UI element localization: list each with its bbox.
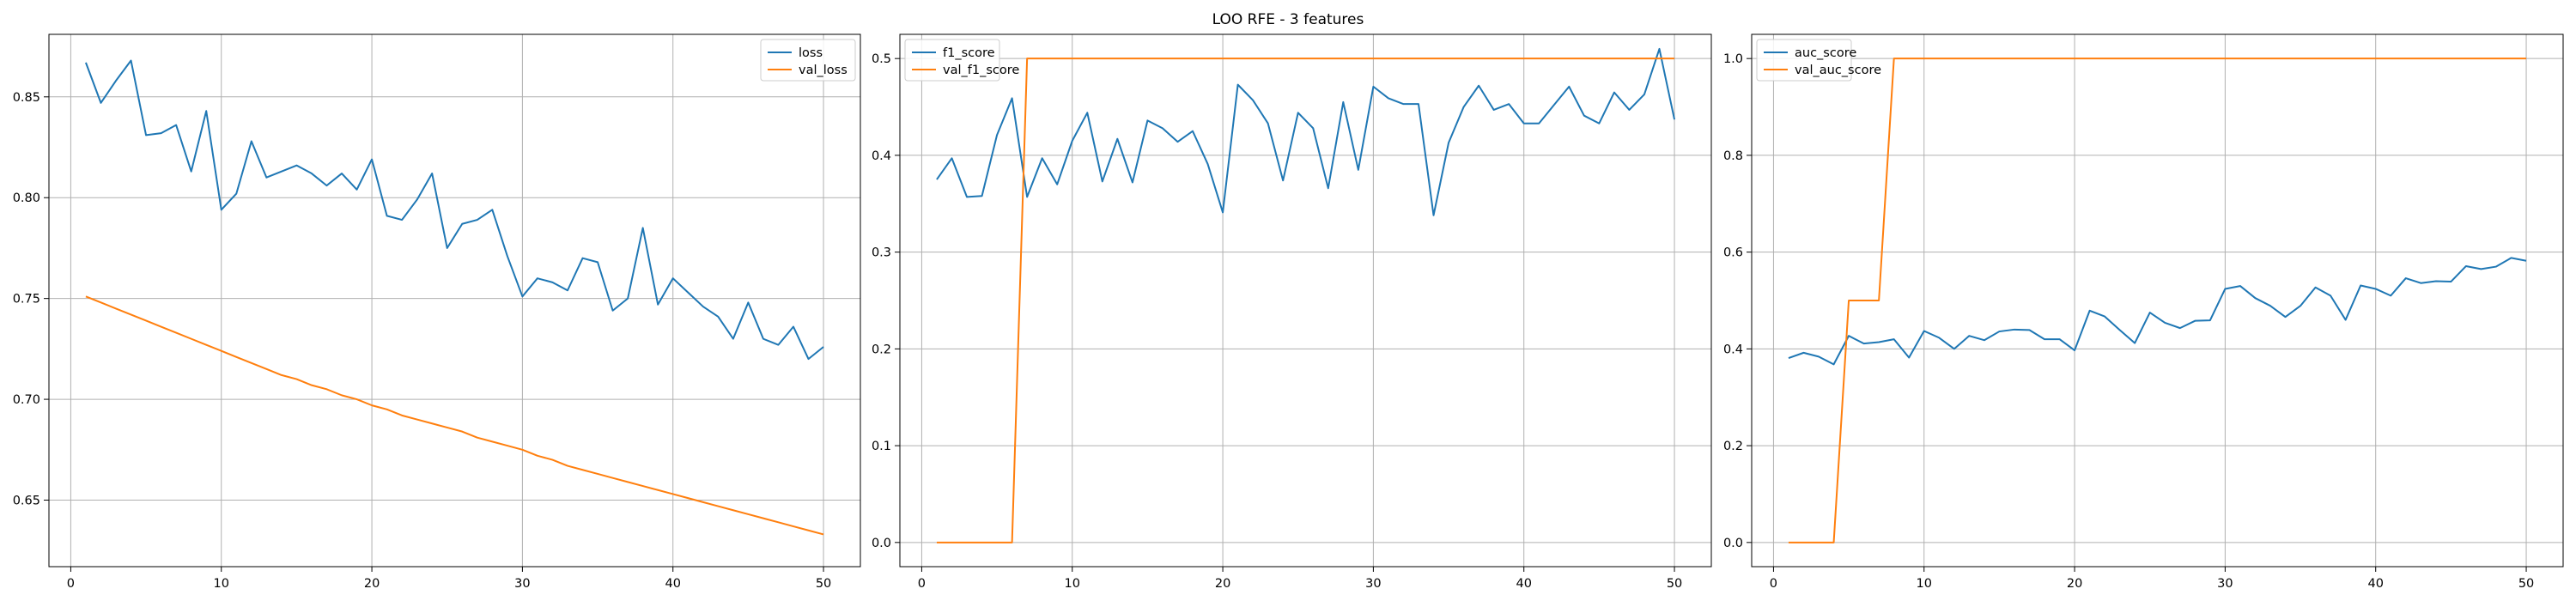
y-tick-label: 0.4 [872, 149, 891, 163]
legend-label: val_loss [799, 64, 848, 77]
y-tick-label: 0.0 [872, 537, 891, 550]
legend: loss val_loss [760, 39, 856, 82]
y-tick-label: 0.85 [13, 91, 40, 105]
series-line-val_auc_score [1788, 58, 2527, 543]
legend: auc_score val_auc_score [1756, 39, 1881, 82]
subplot-1: 0 10 20 30 40 50 0.65 0.70 0.75 0.80 0.85 loss val_l… [13, 33, 861, 591]
y-tick-label: 1.0 [1723, 52, 1743, 66]
axes-frame [48, 33, 861, 568]
series-line-val_f1_score [936, 58, 1675, 543]
y-tick-label: 0.70 [13, 393, 40, 407]
x-tick-label: 50 [1667, 577, 1682, 591]
figure-suptitle: LOO RFE - 3 features [1212, 11, 1364, 28]
y-tick-label: 0.80 [13, 191, 40, 205]
x-tick-label: 40 [1516, 577, 1531, 591]
x-tick-label: 20 [1215, 577, 1230, 591]
legend: f1_score val_f1_score [904, 39, 1019, 82]
y-tick-label: 0.2 [872, 343, 891, 356]
legend-label: f1_score [943, 46, 995, 60]
x-tick-label: 40 [2367, 577, 2383, 591]
x-tick-label: 20 [364, 577, 380, 591]
gridlines [900, 34, 1711, 567]
x-tick-label: 0 [918, 577, 926, 591]
subplot-panels: 0 10 20 30 40 500.650.700.750.800.85lossval_l… [13, 33, 2564, 591]
x-tick-label: 10 [1065, 577, 1080, 591]
axes-frame [899, 33, 1712, 568]
x-tick-label: 0 [1770, 577, 1777, 591]
gridlines [49, 34, 860, 567]
x-tick-label: 50 [2518, 577, 2534, 591]
legend-label: val_f1_score [943, 64, 1019, 77]
x-tick-label: 10 [1917, 577, 1932, 591]
gridlines [1752, 34, 2563, 567]
x-tick-label: 40 [665, 577, 680, 591]
y-tick-label: 0.65 [13, 495, 40, 508]
y-tick-label: 0.5 [872, 52, 891, 66]
y-tick-label: 0.3 [872, 246, 891, 260]
y-tick-label: 0.8 [1723, 149, 1743, 163]
y-tick-label: 0.6 [1723, 246, 1743, 260]
x-tick-label: 10 [214, 577, 229, 591]
y-tick-label: 0.0 [1723, 537, 1743, 550]
x-tick-label: 20 [2067, 577, 2082, 591]
y-tick-label: 0.2 [1723, 440, 1743, 453]
legend-label: val_auc_score [1795, 64, 1881, 77]
series-line-f1_score [936, 47, 1676, 216]
y-tick-label: 0.75 [13, 293, 40, 307]
axes-frame [1751, 33, 2564, 568]
x-tick-label: 50 [816, 577, 831, 591]
x-tick-label: 30 [1365, 577, 1381, 591]
series-line-val_loss [85, 295, 824, 536]
x-tick-label: 0 [67, 577, 75, 591]
legend-label: loss [799, 46, 823, 60]
y-tick-label: 0.1 [872, 440, 891, 453]
x-tick-label: 30 [2217, 577, 2233, 591]
subplot-2: 0 10 20 30 40 50 0.0 0.1 0.2 0.3 0.4 0.5 f1_scoreval… [872, 33, 1712, 591]
y-tick-label: 0.4 [1723, 343, 1743, 356]
legend-label: auc_score [1795, 46, 1856, 60]
subplot-3: 0 10 20 30 40 50 0.0 0.2 0.4 0.6 0.8 1.0 auc_scoreva… [1723, 33, 2564, 591]
series-line-loss [85, 59, 824, 361]
series-line-auc_score [1788, 257, 2527, 366]
x-tick-label: 30 [514, 577, 530, 591]
